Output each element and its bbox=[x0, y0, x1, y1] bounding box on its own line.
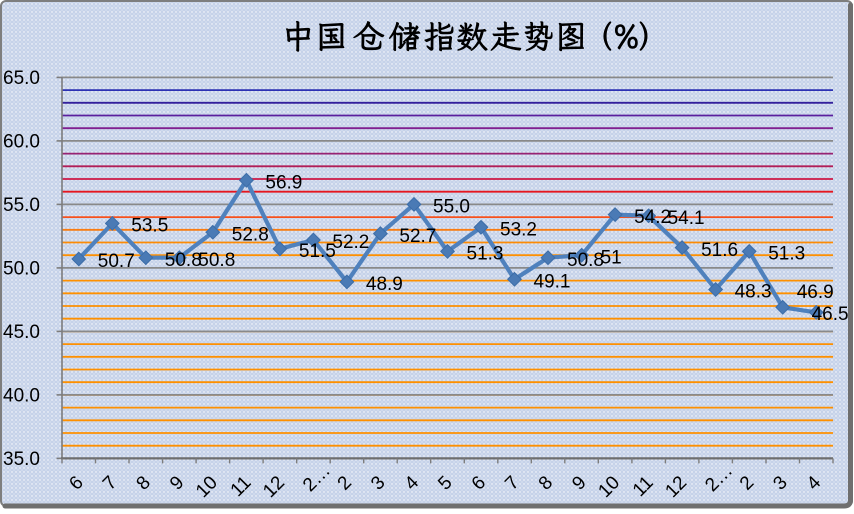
svg-text:46.9: 46.9 bbox=[797, 282, 834, 303]
svg-text:53.5: 53.5 bbox=[131, 216, 168, 237]
svg-text:48.9: 48.9 bbox=[366, 274, 403, 295]
svg-text:51.3: 51.3 bbox=[467, 244, 504, 265]
svg-text:52.7: 52.7 bbox=[399, 226, 436, 247]
svg-text:53.2: 53.2 bbox=[500, 220, 537, 241]
svg-text:50.8: 50.8 bbox=[198, 250, 235, 271]
svg-text:49.1: 49.1 bbox=[534, 272, 571, 293]
svg-text:54.1: 54.1 bbox=[668, 208, 705, 229]
svg-text:45.0: 45.0 bbox=[3, 322, 40, 343]
svg-text:51.3: 51.3 bbox=[768, 244, 805, 265]
svg-text:50.7: 50.7 bbox=[98, 251, 135, 272]
svg-text:50.8: 50.8 bbox=[165, 250, 202, 271]
svg-text:55.0: 55.0 bbox=[433, 197, 470, 218]
svg-text:56.9: 56.9 bbox=[265, 173, 302, 194]
svg-text:51.5: 51.5 bbox=[299, 241, 336, 262]
svg-text:54.2: 54.2 bbox=[634, 207, 671, 228]
svg-text:46.5: 46.5 bbox=[812, 304, 849, 325]
svg-text:35.0: 35.0 bbox=[3, 449, 40, 470]
svg-text:60.0: 60.0 bbox=[3, 132, 40, 153]
svg-text:65.0: 65.0 bbox=[3, 68, 40, 89]
svg-text:50.0: 50.0 bbox=[3, 259, 40, 280]
svg-text:52.8: 52.8 bbox=[232, 225, 269, 246]
svg-text:52.2: 52.2 bbox=[332, 232, 369, 253]
svg-text:40.0: 40.0 bbox=[3, 386, 40, 407]
svg-text:51.6: 51.6 bbox=[701, 240, 738, 261]
svg-text:50.8: 50.8 bbox=[567, 250, 604, 271]
svg-text:48.3: 48.3 bbox=[735, 282, 772, 303]
svg-text:51: 51 bbox=[601, 247, 622, 268]
svg-text:55.0: 55.0 bbox=[3, 195, 40, 216]
